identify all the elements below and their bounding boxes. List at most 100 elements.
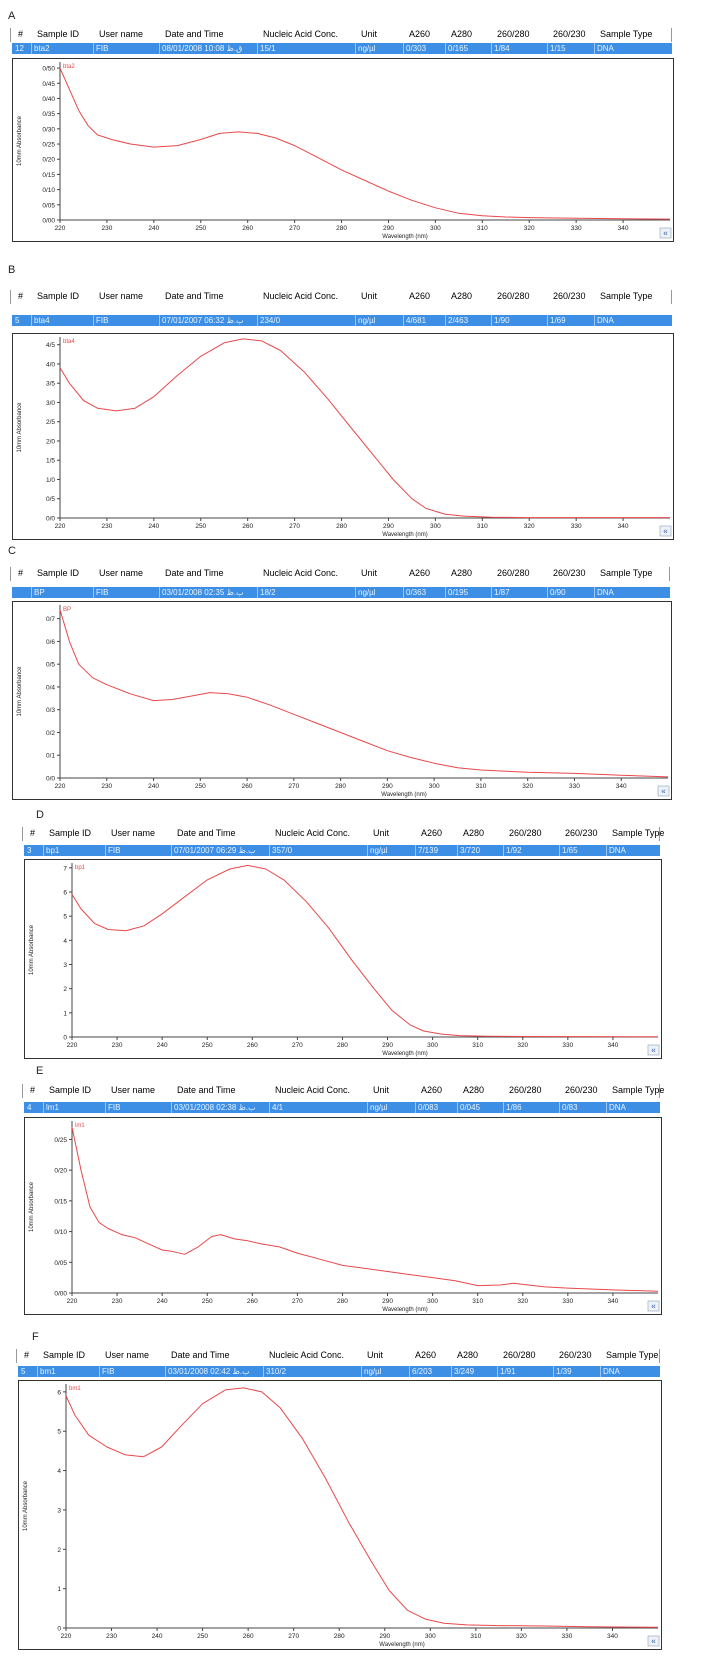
double-chevron-left-icon[interactable]: « (661, 787, 666, 796)
scroll-left-button-frame[interactable] (657, 785, 670, 797)
column-header[interactable]: User name (99, 291, 144, 301)
column-header[interactable]: # (24, 1350, 30, 1360)
scroll-left-button-frame[interactable] (647, 1635, 660, 1647)
column-header[interactable]: User name (99, 29, 144, 39)
cell-divider (269, 845, 270, 856)
scroll-left-button[interactable]: « (659, 525, 672, 537)
column-header[interactable]: A280 (463, 1085, 485, 1095)
column-header[interactable]: Sample Type (612, 828, 665, 838)
column-header[interactable]: Date and Time (165, 291, 224, 301)
column-header[interactable]: # (18, 568, 24, 578)
column-header[interactable]: Date and Time (165, 29, 224, 39)
column-header[interactable]: Unit (373, 828, 390, 838)
column-header[interactable]: User name (111, 1085, 156, 1095)
column-header[interactable]: 260/280 (497, 29, 530, 39)
column-header[interactable]: User name (105, 1350, 150, 1360)
column-header[interactable]: 260/230 (553, 29, 586, 39)
table-row[interactable]: BP FIB 03/01/2008 02:35 ب.ظ 18/2 ng/µl 0/363 0… (12, 587, 670, 598)
table-row[interactable]: 3 bp1 FIB 07/01/2007 06:29 ب.ظ 357/0 ng/µl 7/1… (24, 845, 660, 856)
column-header[interactable]: Sample ID (37, 568, 80, 578)
column-header[interactable]: # (30, 1085, 36, 1095)
column-header[interactable]: Date and Time (177, 828, 236, 838)
column-header[interactable]: Nucleic Acid Conc. (263, 29, 339, 39)
column-header[interactable]: Sample ID (43, 1350, 86, 1360)
cell-divider (594, 43, 595, 54)
column-header[interactable]: A280 (457, 1350, 479, 1360)
column-header[interactable]: 260/230 (565, 828, 598, 838)
column-header[interactable]: Unit (361, 29, 378, 39)
column-header[interactable]: Nucleic Acid Conc. (275, 1085, 351, 1095)
table-row[interactable]: 4 lm1 FIB 03/01/2008 02:38 ب.ظ 4/1 ng/µl 0/083… (24, 1102, 660, 1113)
column-header[interactable]: # (18, 29, 24, 39)
column-header[interactable]: 260/280 (509, 1085, 542, 1095)
column-header[interactable]: A260 (421, 828, 443, 838)
column-header[interactable]: A260 (415, 1350, 437, 1360)
column-header[interactable]: Unit (361, 291, 378, 301)
column-header[interactable]: Date and Time (177, 1085, 236, 1095)
table-row[interactable]: 12 bta2 FIB 08/01/2008 10:08 ق.ظ 15/1 ng/µl 0/… (12, 43, 672, 54)
scroll-left-button-frame[interactable] (647, 1044, 660, 1056)
table-cell: bta2 (34, 44, 50, 53)
column-header[interactable]: Date and Time (171, 1350, 230, 1360)
cell-divider (594, 315, 595, 326)
header-divider (22, 827, 23, 841)
column-header[interactable]: Unit (367, 1350, 384, 1360)
column-header[interactable]: Sample Type (600, 291, 653, 301)
column-header[interactable]: Sample ID (49, 828, 92, 838)
table-row[interactable]: 5 bta4 FIB 07/01/2007 06:32 ب.ظ 234/0 ng/µl 4/… (12, 315, 672, 326)
cell-divider (600, 1366, 601, 1377)
column-header[interactable]: # (30, 828, 36, 838)
column-header[interactable]: Unit (373, 1085, 390, 1095)
column-header[interactable]: 260/280 (497, 291, 530, 301)
table-row[interactable]: 5 bm1 FIB 03/01/2008 02:42 ب.ظ 310/2 ng/µl 6/2… (18, 1366, 660, 1377)
scroll-left-button[interactable]: « (647, 1044, 660, 1056)
column-header[interactable]: A280 (451, 291, 473, 301)
column-header[interactable]: Sample Type (606, 1350, 659, 1360)
column-header[interactable]: Unit (361, 568, 378, 578)
column-header[interactable]: Nucleic Acid Conc. (275, 828, 351, 838)
column-header[interactable]: A260 (421, 1085, 443, 1095)
double-chevron-left-icon[interactable]: « (663, 229, 668, 238)
double-chevron-left-icon[interactable]: « (651, 1046, 656, 1055)
double-chevron-left-icon[interactable]: « (663, 527, 668, 536)
column-header[interactable]: Sample Type (600, 29, 653, 39)
scroll-left-button[interactable]: « (659, 227, 672, 239)
series-label: lm1 (75, 1123, 85, 1129)
column-header[interactable]: A280 (451, 568, 473, 578)
scroll-left-button[interactable]: « (657, 785, 670, 797)
scroll-left-button[interactable]: « (647, 1635, 660, 1647)
column-header[interactable]: A260 (409, 291, 431, 301)
column-header[interactable]: Sample ID (49, 1085, 92, 1095)
column-header[interactable]: 260/230 (553, 291, 586, 301)
column-header[interactable]: Nucleic Acid Conc. (263, 291, 339, 301)
y-tick-label: 0/20 (54, 1168, 67, 1175)
column-header[interactable]: 260/230 (553, 568, 586, 578)
column-header[interactable]: User name (99, 568, 144, 578)
column-header[interactable]: 260/280 (497, 568, 530, 578)
double-chevron-left-icon[interactable]: « (651, 1302, 656, 1311)
column-header[interactable]: 260/230 (565, 1085, 598, 1095)
scroll-left-button-frame[interactable] (659, 227, 672, 239)
column-header[interactable]: A260 (409, 29, 431, 39)
column-header[interactable]: Sample ID (37, 29, 80, 39)
scroll-left-button-frame[interactable] (647, 1300, 660, 1312)
column-header[interactable]: Nucleic Acid Conc. (269, 1350, 345, 1360)
column-header[interactable]: 260/280 (503, 1350, 536, 1360)
column-header[interactable]: A280 (463, 828, 485, 838)
column-header[interactable]: 260/280 (509, 828, 542, 838)
column-header[interactable]: A260 (409, 568, 431, 578)
column-header[interactable]: # (18, 291, 24, 301)
double-chevron-left-icon[interactable]: « (651, 1637, 656, 1646)
y-tick-label: 3 (57, 1507, 61, 1514)
column-header[interactable]: Sample Type (612, 1085, 665, 1095)
column-header[interactable]: 260/230 (559, 1350, 592, 1360)
column-header[interactable]: A280 (451, 29, 473, 39)
column-header[interactable]: User name (111, 828, 156, 838)
cell-divider (457, 1102, 458, 1113)
scroll-left-button[interactable]: « (647, 1300, 660, 1312)
scroll-left-button-frame[interactable] (659, 525, 672, 537)
column-header[interactable]: Nucleic Acid Conc. (263, 568, 339, 578)
column-header[interactable]: Sample ID (37, 291, 80, 301)
column-header[interactable]: Date and Time (165, 568, 224, 578)
column-header[interactable]: Sample Type (600, 568, 653, 578)
